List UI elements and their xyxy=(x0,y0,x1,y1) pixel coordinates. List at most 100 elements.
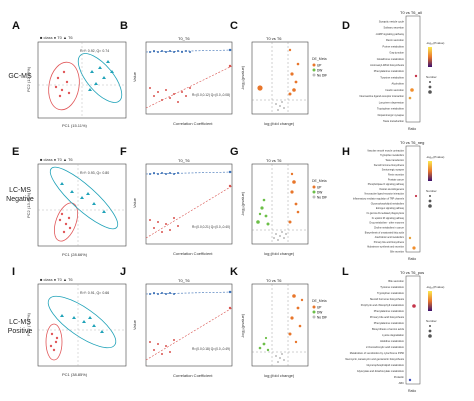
pathway-label: Serotonergic synapse xyxy=(382,169,405,172)
pathway-label: Fc gamma R-mediated phagocytosis xyxy=(367,212,405,215)
pca-xlabel: PC1 (28.66%) xyxy=(62,252,88,257)
perm-title: T0_T6 xyxy=(178,158,190,163)
pathway-label: Purine metabolism xyxy=(383,44,404,48)
pathway-label: Drug metabolism - other enzymes xyxy=(370,222,405,225)
enrich-xlabel: Ratio xyxy=(408,257,416,261)
legend-dw: DW xyxy=(317,191,322,195)
pathway-label: Prolactin xyxy=(394,375,405,379)
pathway-label: Phenylalanine metabolism xyxy=(374,309,404,313)
panel-letter-b: B xyxy=(120,20,128,32)
pca-ylabel: PC2 (12.02%) xyxy=(26,66,31,92)
pathway-label: Insulin secretion xyxy=(385,88,404,92)
pathway-label: Renin secretion xyxy=(388,173,405,176)
enrichment-plot-lcms-neg: T0 vs T6_neg Vascular smooth muscle cont… xyxy=(353,140,445,261)
legend-up: UP xyxy=(317,64,321,68)
pathway-label: Arachidonic acid metabolism xyxy=(375,236,404,239)
pathway-label: Tyrosine metabolism xyxy=(380,75,404,79)
volcano-plot-gcms: T0 vs T6 DE_Meta UP DW No DIF log₂(fold … xyxy=(240,36,327,126)
volcano-ylabel: -log₁₀(pvalue) xyxy=(240,313,245,338)
pathway-label: Glycerophospholipid metabolism xyxy=(367,363,404,367)
pathway-label: Synaptic vesicle cycle xyxy=(379,19,405,23)
row-label-lcms-pos: LC-MS Positive xyxy=(7,319,33,335)
pathway-label: Phenylalanine metabolism xyxy=(374,321,404,325)
legend-up: UP xyxy=(317,186,321,190)
panel-letter-i: I xyxy=(12,266,16,278)
pathway-label: Biosynthesis of amino acids xyxy=(372,327,405,331)
panel-letter-k: K xyxy=(230,266,238,278)
perm-ylabel: Value xyxy=(132,71,137,82)
perm-xlabel: Correlation Coefficient xyxy=(173,121,213,126)
panel-letter-g: G xyxy=(230,146,239,158)
legend-nodif: No DIF xyxy=(317,74,327,78)
pathway-label: Phenylalanine metabolism xyxy=(374,69,404,73)
panel-letter-a: A xyxy=(12,20,20,32)
volcano-legend-title: DE_Meta xyxy=(312,179,327,183)
pathway-label: cAMP signaling pathway xyxy=(376,32,405,36)
enrich-xlabel: Ratio xyxy=(408,389,416,393)
pathway-label: 2-Oxocarboxylic acid metabolism xyxy=(366,345,404,349)
permutation-plot-gcms: T0_T6 R²:(0.0,0.12) Q²:(0.0,-0.08) Corre… xyxy=(132,36,233,126)
volcano-legend-title: DE_Meta xyxy=(312,57,327,61)
volcano-ylabel: -log₁₀(pvalue) xyxy=(240,191,245,216)
pca-ylabel: PC2 (7.47%) xyxy=(26,312,31,336)
pathway-label: Taste transduction xyxy=(383,119,405,123)
pathway-label: Primary bile acid biosynthesis xyxy=(370,315,405,319)
pathway-label: Aminoacyl-tRNA biosynthesis xyxy=(370,63,405,67)
panel-letter-e: E xyxy=(12,146,20,158)
pathway-label: Tyrosine metabolism xyxy=(380,285,404,289)
pathway-label: Neuroactive ligand-receptor interaction xyxy=(359,94,404,98)
panel-letter-l: L xyxy=(342,266,349,278)
enrichment-plot-gcms: T0 vs T6_all Synaptic vesicle cycle Saliv… xyxy=(359,10,444,131)
enrich-title: T0 vs T6_neg xyxy=(400,140,424,145)
row-label-gcms: GC-MS xyxy=(8,73,32,80)
legend-dw: DW xyxy=(317,69,322,73)
pathway-label: Glycerophospholipid metabolism xyxy=(371,202,404,205)
pathway-label: Choline metabolism in cancer xyxy=(374,226,404,229)
volcano-plot-lcms-pos: T0 vs T6 DE_Meta UP DW No DIF log₂(fold … xyxy=(240,278,327,378)
svg-text:■ class ● T0 ▲ T6: ■ class ● T0 ▲ T6 xyxy=(40,277,73,282)
panel-letter-j: J xyxy=(120,266,127,278)
pathway-label: Gap junction xyxy=(389,51,404,55)
perm-stats: R²:(0.0,0.18) Q²:(0.0,-0.49) xyxy=(192,347,230,351)
pca-ylabel: PC2 (13.48%) xyxy=(26,192,31,218)
perm-ylabel: Value xyxy=(132,319,137,330)
pathway-label: Steroid hormone biosynthesis xyxy=(370,297,405,301)
pathway-label: Bile secretion xyxy=(388,279,404,283)
enrich-size-title: Number xyxy=(426,319,437,323)
pca-stats: R²Y: 0.93, Q²: 0.80 xyxy=(80,171,109,175)
pathway-label: Alcoholism xyxy=(391,82,404,86)
pathway-label: ABC xyxy=(399,381,404,385)
pathway-label: Neuroactive ligand-receptor interaction xyxy=(365,193,405,196)
pathway-label: Bile secretion xyxy=(390,251,405,254)
pca-plot-lcms-pos: ■ class ● T0 ▲ T6 R²Y: 0.91, Q²: 0.66 PC… xyxy=(26,277,127,377)
pathway-label: Estrogen signaling pathway xyxy=(376,207,405,210)
volcano-xlabel: log₂(fold change) xyxy=(264,251,295,256)
enrich-legend-title: -log₁₀(Pvalue) xyxy=(426,285,444,289)
pca-xlabel: PC1 (38.85%) xyxy=(62,372,88,377)
volcano-title: T0 vs T6 xyxy=(266,158,282,163)
pathway-label: Renin secretion xyxy=(386,38,405,42)
perm-title: T0_T6 xyxy=(178,36,190,41)
pca-stats: R²Y: 0.91, Q²: 0.66 xyxy=(80,291,109,295)
pathway-label: Dopaminergic synapse xyxy=(378,113,405,117)
pathway-label: Tryptophan metabolism xyxy=(377,107,404,111)
enrich-legend-title: -log₁₀(Pvalue) xyxy=(426,41,444,45)
pathway-label: Primary bile acid biosynthesis xyxy=(374,241,405,244)
panel-letter-h: H xyxy=(342,146,350,158)
pathway-label: Histidine metabolism xyxy=(380,339,404,343)
svg-text:■ class ● T0 ▲ T6: ■ class ● T0 ▲ T6 xyxy=(40,35,73,40)
enrich-title: T0 vs T6_pos xyxy=(400,270,424,275)
panel-letter-c: C xyxy=(230,20,238,32)
volcano-ylabel: -log₁₀(pvalue) xyxy=(240,65,245,90)
pathway-label: Lysine degradation xyxy=(382,333,404,337)
pathway-label: Ovarian steroidogenesis xyxy=(379,188,405,191)
pathway-label: Glutathione metabolism xyxy=(377,57,404,61)
panel-letter-f: F xyxy=(120,146,127,158)
pathway-label: Glyoxylate and dicarboxylate metabolism xyxy=(357,369,404,373)
enrich-title: T0 vs T6_all xyxy=(400,10,422,15)
enrichment-plot-lcms-pos: T0 vs T6_pos Bile secretion Tyrosine meta… xyxy=(345,270,444,393)
pca-stats: R²Y: 0.92, Q²: 0.74 xyxy=(80,49,109,53)
pathway-label: Phospholipase D signaling pathway xyxy=(368,183,405,186)
enrich-legend-title: -log₁₀(Pvalue) xyxy=(426,155,444,159)
perm-title: T0_T6 xyxy=(178,278,190,283)
